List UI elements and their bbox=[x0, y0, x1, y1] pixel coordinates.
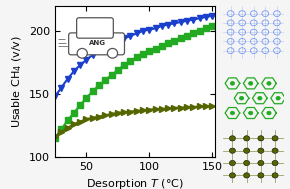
Circle shape bbox=[244, 173, 250, 178]
Circle shape bbox=[258, 160, 264, 166]
FancyBboxPatch shape bbox=[69, 33, 124, 55]
Circle shape bbox=[249, 111, 253, 115]
Circle shape bbox=[272, 136, 278, 141]
Circle shape bbox=[230, 111, 235, 115]
Circle shape bbox=[272, 173, 278, 178]
Circle shape bbox=[272, 148, 278, 153]
Circle shape bbox=[240, 96, 244, 100]
Circle shape bbox=[77, 48, 87, 58]
FancyBboxPatch shape bbox=[77, 18, 113, 38]
Circle shape bbox=[267, 81, 271, 85]
Circle shape bbox=[229, 160, 235, 166]
Circle shape bbox=[244, 160, 250, 166]
Circle shape bbox=[267, 111, 271, 115]
Circle shape bbox=[258, 173, 264, 178]
X-axis label: Desorption $T$ (°C): Desorption $T$ (°C) bbox=[86, 177, 184, 189]
Circle shape bbox=[229, 148, 235, 153]
Circle shape bbox=[229, 173, 235, 178]
Circle shape bbox=[230, 81, 235, 85]
Circle shape bbox=[249, 81, 253, 85]
Y-axis label: Usable CH$_4$ (v/v): Usable CH$_4$ (v/v) bbox=[10, 35, 23, 128]
Circle shape bbox=[244, 136, 250, 141]
Circle shape bbox=[258, 96, 262, 100]
Circle shape bbox=[244, 148, 250, 153]
Circle shape bbox=[258, 136, 264, 141]
Circle shape bbox=[229, 136, 235, 141]
Circle shape bbox=[107, 48, 118, 58]
Circle shape bbox=[258, 148, 264, 153]
Circle shape bbox=[272, 160, 278, 166]
Circle shape bbox=[276, 96, 280, 100]
Text: ANG: ANG bbox=[89, 40, 106, 46]
